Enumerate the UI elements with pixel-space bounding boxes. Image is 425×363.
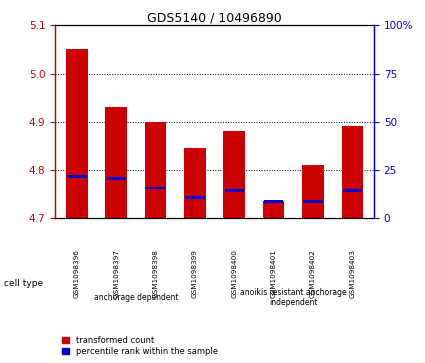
- Text: GSM1098399: GSM1098399: [192, 249, 198, 298]
- Bar: [264, 200, 283, 203]
- Text: GSM1098398: GSM1098398: [153, 249, 159, 298]
- Text: anoikis resistant anchorage
independent: anoikis resistant anchorage independent: [240, 288, 347, 307]
- Bar: [107, 177, 126, 180]
- Bar: [263, 201, 284, 218]
- Bar: [184, 148, 206, 218]
- Bar: [145, 122, 167, 218]
- Title: GDS5140 / 10496890: GDS5140 / 10496890: [147, 11, 282, 24]
- Bar: [146, 187, 165, 189]
- Text: GSM1098396: GSM1098396: [74, 249, 80, 298]
- Legend: transformed count, percentile rank within the sample: transformed count, percentile rank withi…: [60, 333, 221, 359]
- Bar: [105, 107, 127, 218]
- Text: GSM1098402: GSM1098402: [310, 249, 316, 298]
- Bar: [224, 131, 245, 218]
- Text: GSM1098401: GSM1098401: [271, 249, 277, 298]
- Text: GSM1098403: GSM1098403: [349, 249, 355, 298]
- Bar: [224, 189, 244, 192]
- Bar: [302, 165, 324, 218]
- Text: cell type: cell type: [4, 279, 43, 288]
- Text: GSM1098400: GSM1098400: [231, 249, 237, 298]
- Bar: [343, 189, 362, 192]
- Text: GSM1098397: GSM1098397: [113, 249, 119, 298]
- Bar: [67, 175, 87, 178]
- Text: anchorage dependent: anchorage dependent: [94, 293, 178, 302]
- Bar: [185, 196, 205, 199]
- Bar: [342, 126, 363, 218]
- Bar: [303, 200, 323, 203]
- Bar: [66, 49, 88, 218]
